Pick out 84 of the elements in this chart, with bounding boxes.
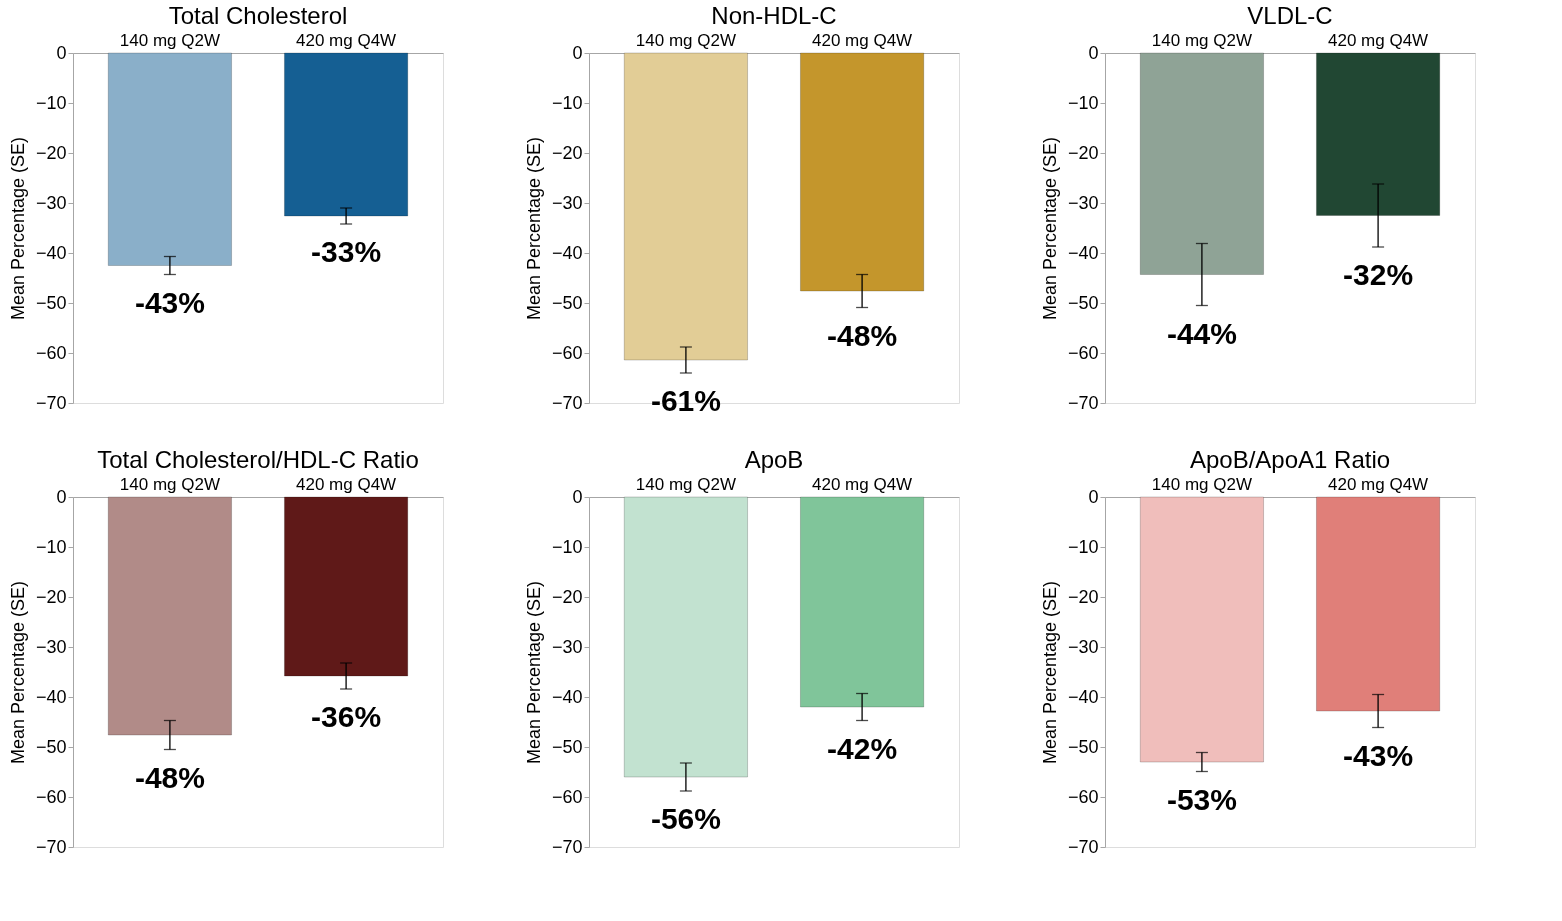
data-label: -61%: [650, 384, 721, 417]
x-tick-label: 420 mg Q4W: [296, 30, 397, 50]
y-axis-title: Mean Percentage (SE): [7, 580, 28, 765]
y-tick-label: −10: [1067, 92, 1099, 113]
y-tick-label: −40: [1067, 242, 1099, 263]
data-label: -48%: [827, 318, 898, 352]
y-tick-label: −50: [1067, 736, 1099, 757]
y-axis-title: Mean Percentage (SE): [1039, 580, 1060, 765]
y-tick-label: −30: [1067, 192, 1099, 213]
chart-title: VLDL-C: [1247, 2, 1333, 29]
y-tick-label: −10: [35, 92, 67, 113]
y-tick-label: 0: [56, 486, 67, 507]
data-label: -42%: [827, 731, 898, 765]
data-label: -48%: [134, 760, 205, 794]
y-tick-label: −20: [1067, 586, 1099, 607]
chart-title: Non-HDL-C: [711, 2, 837, 29]
y-tick-label: −20: [35, 142, 67, 163]
y-axis-title: Mean Percentage (SE): [523, 136, 544, 321]
x-tick-label: 140 mg Q2W: [119, 474, 220, 494]
x-tick-label: 420 mg Q4W: [812, 30, 913, 50]
y-tick-label: −40: [1067, 686, 1099, 707]
data-label: -43%: [1343, 738, 1414, 772]
y-tick-label: −50: [551, 736, 583, 757]
x-tick-label: 140 mg Q2W: [1151, 474, 1252, 494]
chart-title: ApoB: [744, 446, 804, 473]
chart-title: Total Cholesterol/HDL-C Ratio: [97, 446, 419, 473]
y-tick-label: −40: [35, 242, 67, 263]
x-tick-label: 140 mg Q2W: [1151, 30, 1252, 50]
y-tick-label: −20: [551, 142, 583, 163]
data-label: -44%: [1166, 316, 1237, 350]
x-tick-label: 140 mg Q2W: [635, 474, 736, 494]
y-axis-title: Mean Percentage (SE): [1039, 136, 1060, 321]
y-tick-label: 0: [572, 486, 583, 507]
y-tick-label: −50: [551, 292, 583, 313]
y-tick-label: −50: [35, 292, 67, 313]
y-axis-title: Mean Percentage (SE): [523, 580, 544, 765]
y-tick-label: −30: [35, 192, 67, 213]
x-tick-label: 420 mg Q4W: [1328, 474, 1429, 494]
y-axis-title: Mean Percentage (SE): [7, 136, 28, 321]
data-label: -53%: [1166, 782, 1237, 816]
y-tick-label: −70: [551, 392, 583, 413]
x-tick-label: 140 mg Q2W: [119, 30, 220, 50]
y-tick-label: 0: [56, 42, 67, 63]
y-tick-label: −70: [35, 392, 67, 413]
y-tick-label: −10: [1067, 536, 1099, 557]
y-tick-label: −10: [551, 92, 583, 113]
y-tick-label: −60: [1067, 342, 1099, 363]
y-tick-label: −70: [551, 836, 583, 857]
x-tick-label: 420 mg Q4W: [812, 474, 913, 494]
y-tick-label: −50: [35, 736, 67, 757]
data-label: -33%: [311, 235, 382, 268]
y-tick-label: −40: [35, 686, 67, 707]
x-tick-label: 420 mg Q4W: [1328, 30, 1429, 50]
y-tick-label: −30: [551, 636, 583, 657]
y-tick-label: −60: [1067, 786, 1099, 807]
y-tick-label: −70: [35, 836, 67, 857]
data-label: -43%: [134, 285, 205, 319]
y-tick-label: −60: [551, 786, 583, 807]
y-tick-label: −40: [551, 686, 583, 707]
y-tick-label: −60: [35, 786, 67, 807]
y-tick-label: 0: [1088, 42, 1099, 63]
y-tick-label: −10: [35, 536, 67, 557]
data-label: -32%: [1343, 258, 1414, 291]
x-tick-label: 140 mg Q2W: [635, 30, 736, 50]
y-tick-label: −20: [551, 586, 583, 607]
y-tick-label: −70: [1067, 836, 1099, 857]
y-tick-label: −60: [551, 342, 583, 363]
data-label: -36%: [311, 700, 382, 733]
x-tick-label: 420 mg Q4W: [296, 474, 397, 494]
y-tick-label: −50: [1067, 292, 1099, 313]
y-tick-label: 0: [572, 42, 583, 63]
y-tick-label: −30: [35, 636, 67, 657]
y-tick-label: 0: [1088, 486, 1099, 507]
chart-title: Total Cholesterol: [168, 2, 348, 29]
data-label: -56%: [650, 802, 721, 835]
y-tick-label: −20: [35, 586, 67, 607]
chart-title: ApoB/ApoA1 Ratio: [1189, 446, 1391, 473]
y-tick-label: −60: [35, 342, 67, 363]
y-tick-label: −20: [1067, 142, 1099, 163]
y-tick-label: −10: [551, 536, 583, 557]
y-tick-label: −40: [551, 242, 583, 263]
y-tick-label: −30: [551, 192, 583, 213]
y-tick-label: −30: [1067, 636, 1099, 657]
y-tick-label: −70: [1067, 392, 1099, 413]
